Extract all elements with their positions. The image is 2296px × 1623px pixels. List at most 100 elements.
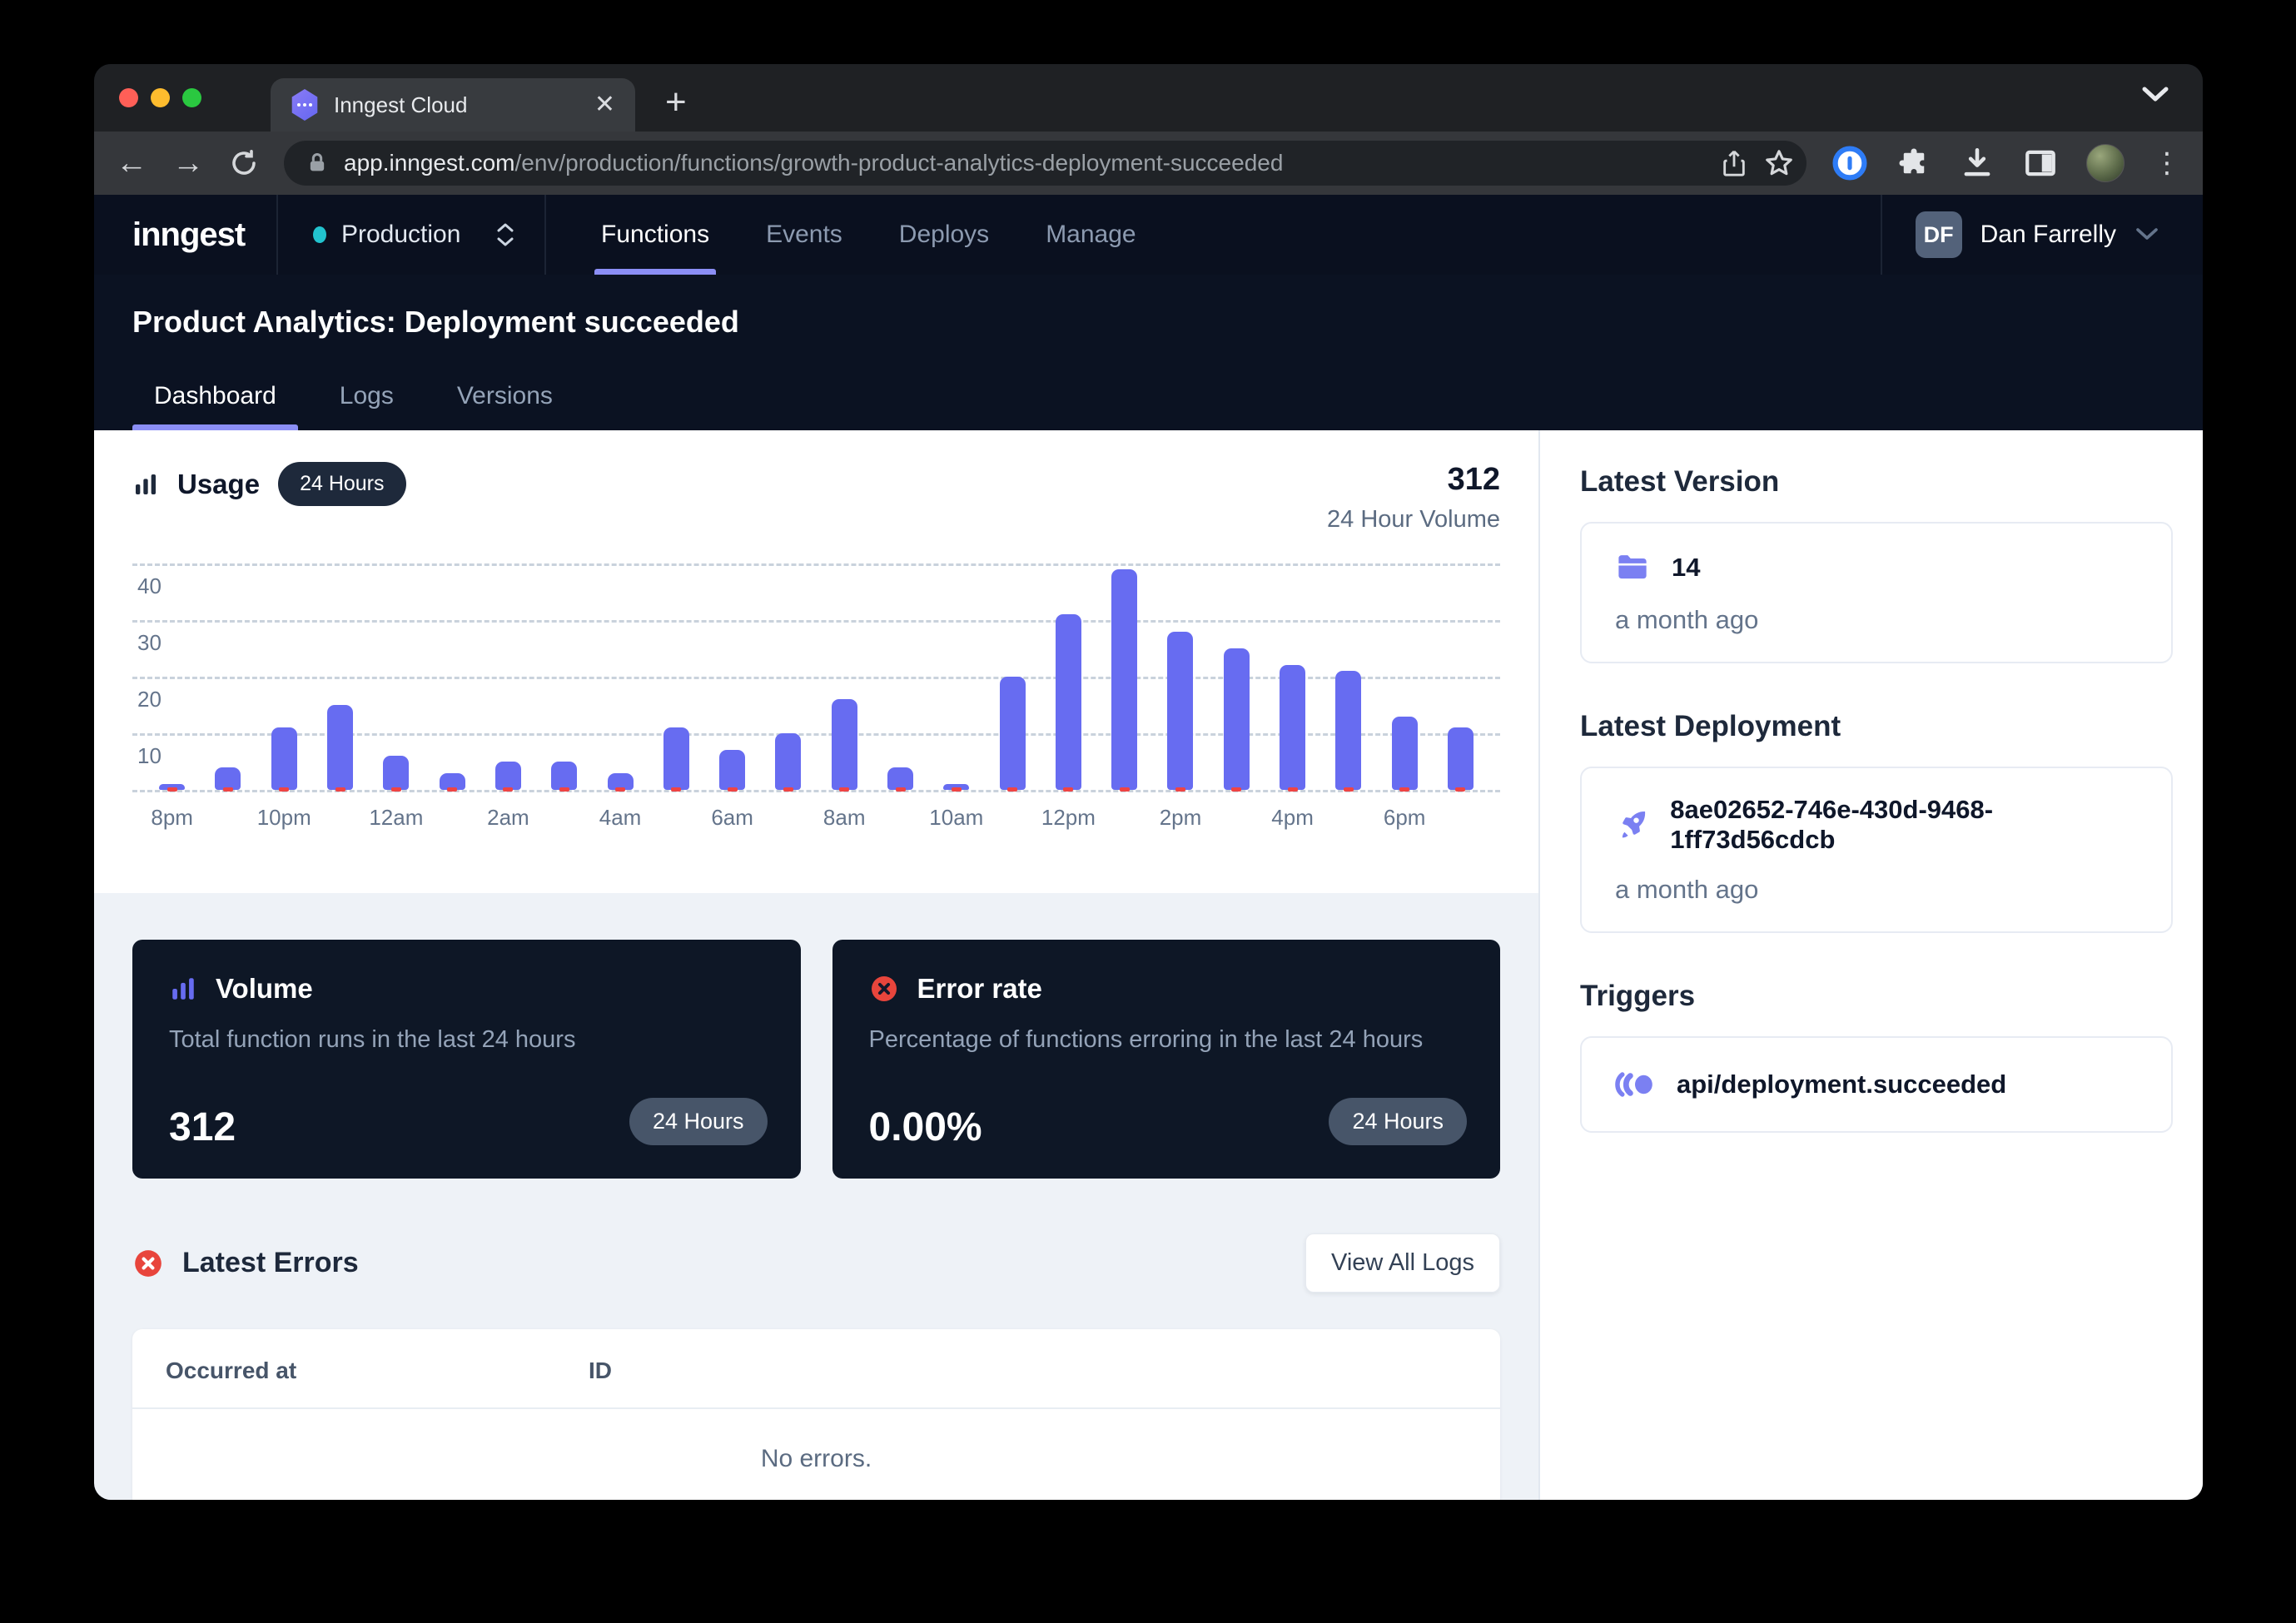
- view-all-logs-button[interactable]: View All Logs: [1305, 1233, 1500, 1293]
- close-window-button[interactable]: [119, 88, 138, 107]
- x-axis-label: [312, 805, 368, 831]
- trigger-card[interactable]: api/deployment.succeeded: [1580, 1036, 2173, 1133]
- x-axis-label: [1096, 805, 1152, 831]
- error-marker: [503, 787, 514, 792]
- usage-bar-slot: [536, 555, 592, 792]
- usage-bar: [1447, 727, 1474, 790]
- downloads-icon[interactable]: [1960, 146, 1995, 181]
- error-marker: [727, 787, 738, 792]
- usage-bar-slot: [480, 555, 536, 792]
- y-axis-label: 20: [137, 687, 162, 712]
- volume-card-value: 312: [169, 1105, 236, 1149]
- error-marker: [839, 787, 850, 792]
- page-tabs: Dashboard Logs Versions: [132, 382, 2164, 430]
- tab-search-chevron-icon[interactable]: [2141, 86, 2169, 104]
- x-axis-label: [424, 805, 480, 831]
- usage-bar: [327, 705, 354, 790]
- nav-item-events[interactable]: Events: [766, 221, 842, 248]
- tab-close-icon[interactable]: ✕: [594, 91, 615, 118]
- column-occurred-at: Occurred at: [166, 1357, 297, 1383]
- usage-bar-slot: [704, 555, 760, 792]
- x-axis-label: [649, 805, 704, 831]
- usage-bar: [215, 767, 241, 790]
- usage-bar: [607, 772, 634, 790]
- x-axis-label: 6pm: [1383, 805, 1426, 830]
- usage-bar-slot: [368, 555, 424, 792]
- y-axis-label: 10: [137, 743, 162, 768]
- tab-versions[interactable]: Versions: [456, 382, 553, 409]
- usage-bar-slot: [1209, 555, 1265, 792]
- trigger-value: api/deployment.succeeded: [1677, 1070, 2007, 1099]
- error-marker: [1287, 787, 1298, 792]
- environment-label: Production: [341, 221, 461, 248]
- rocket-icon: [1622, 812, 1646, 838]
- app-navigation: inngest Production Functions Events Depl…: [94, 195, 2203, 275]
- latest-deployment-heading: Latest Deployment: [1580, 710, 1841, 742]
- error-marker: [166, 787, 177, 792]
- usage-bar-slot: [592, 555, 648, 792]
- address-bar[interactable]: app.inngest.com/env/production/functions…: [284, 141, 1806, 186]
- latest-deployment-time: a month ago: [1615, 875, 1759, 904]
- usage-chart-bars: [144, 555, 1488, 792]
- latest-deployment-card[interactable]: 8ae02652-746e-430d-9468-1ff73d56cdcb a m…: [1580, 767, 2173, 933]
- browser-menu-kebab-icon[interactable]: ⋮: [2153, 147, 2181, 179]
- folder-icon: [1618, 555, 1647, 579]
- production-status-dot-icon: [313, 226, 326, 243]
- volume-card-badge: 24 Hours: [629, 1098, 768, 1145]
- extensions-puzzle-icon[interactable]: [1896, 146, 1931, 181]
- chevron-down-icon: [2136, 228, 2158, 240]
- onepassword-extension-icon[interactable]: [1831, 145, 1868, 181]
- minimize-window-button[interactable]: [151, 88, 170, 107]
- user-menu[interactable]: DF Dan Farrelly: [1880, 195, 2203, 275]
- latest-deployment-section: Latest Deployment 8ae02652-746e-430d-946…: [1580, 710, 2173, 933]
- error-marker: [1343, 787, 1354, 792]
- split-view-icon[interactable]: [2023, 146, 2058, 181]
- reload-button[interactable]: [229, 148, 259, 178]
- latest-version-card[interactable]: 14 a month ago: [1580, 522, 2173, 663]
- environment-selector[interactable]: Production: [278, 195, 546, 275]
- nav-item-functions[interactable]: Functions: [576, 195, 734, 275]
- latest-deployment-value: 8ae02652-746e-430d-9468-1ff73d56cdcb: [1670, 795, 1994, 854]
- error-rate-card-value: 0.00%: [868, 1105, 982, 1149]
- usage-bar: [551, 762, 578, 790]
- usage-bar: [1111, 568, 1138, 790]
- x-axis-label: 8pm: [151, 805, 193, 830]
- page-title: Product Analytics: Deployment succeeded: [132, 305, 739, 339]
- x-axis-label: 10am: [929, 805, 984, 830]
- usage-bar-slot: [424, 555, 480, 792]
- details-sidebar: Latest Version 14 a month ago Latest Dep…: [1538, 430, 2203, 1500]
- x-axis-label: 12pm: [1041, 805, 1096, 830]
- inngest-favicon-icon: [291, 89, 318, 121]
- back-button[interactable]: ←: [116, 146, 147, 181]
- new-tab-button[interactable]: +: [665, 81, 687, 122]
- triggers-section: Triggers api/deployment.succeeded: [1580, 980, 2173, 1133]
- browser-tab[interactable]: Inngest Cloud ✕: [271, 78, 635, 132]
- x-axis-label: [1320, 805, 1376, 831]
- browser-toolbar: ← → app.inngest.com/env/production/funct…: [94, 132, 2203, 195]
- error-rate-card-description: Percentage of functions erroring in the …: [868, 1026, 1424, 1053]
- tab-logs[interactable]: Logs: [339, 382, 394, 409]
- x-axis-label: 4am: [599, 805, 642, 830]
- browser-profile-avatar[interactable]: [2086, 144, 2125, 182]
- nav-item-deploys[interactable]: Deploys: [898, 221, 990, 248]
- lock-icon[interactable]: [306, 151, 329, 176]
- x-axis-label: [200, 805, 256, 831]
- latest-errors-title: Latest Errors: [182, 1247, 359, 1278]
- share-icon[interactable]: [1720, 147, 1748, 179]
- usage-bar: [1223, 648, 1250, 790]
- usage-bar: [271, 727, 297, 790]
- error-rate-card-title: Error rate: [917, 973, 1042, 1004]
- bookmark-star-icon[interactable]: [1763, 147, 1795, 179]
- error-marker: [895, 787, 906, 792]
- nav-item-manage[interactable]: Manage: [1046, 221, 1136, 248]
- tab-dashboard[interactable]: Dashboard: [132, 382, 298, 430]
- forward-button[interactable]: →: [172, 146, 204, 181]
- usage-bar: [719, 750, 746, 790]
- usage-bar-slot: [984, 555, 1040, 792]
- inngest-logo[interactable]: inngest: [94, 195, 278, 275]
- usage-bar-slot: [817, 555, 872, 792]
- error-marker: [447, 787, 458, 792]
- fullscreen-window-button[interactable]: [182, 88, 201, 107]
- usage-bar-slot: [872, 555, 928, 792]
- x-axis-label: 6am: [711, 805, 753, 830]
